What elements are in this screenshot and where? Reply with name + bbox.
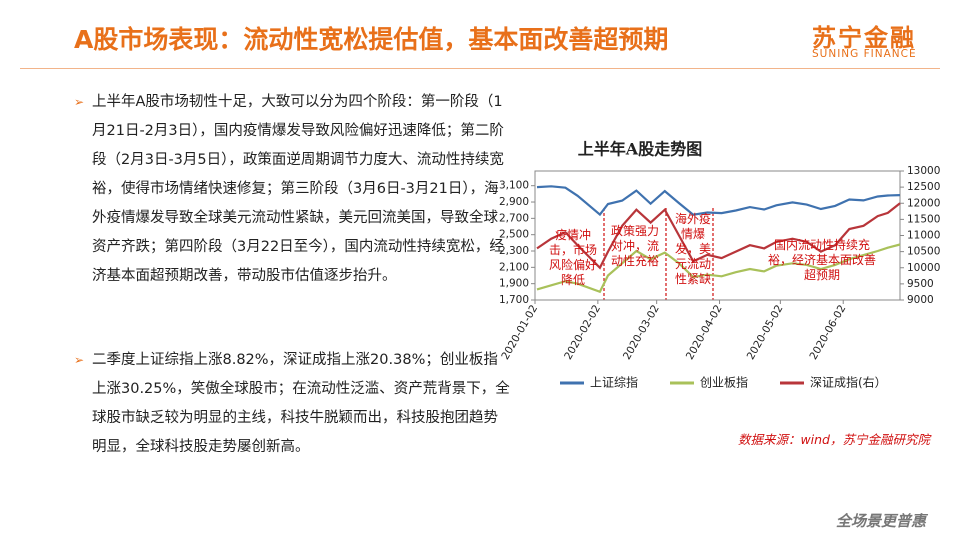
annotation: 政策强力对冲，流动性充裕: [610, 224, 659, 268]
x-tick-label: 2020-01-02: [499, 303, 540, 362]
bullet: 二季度上证综指上涨8.82%，深证成指上涨20.38%；创业板指上涨30.25%…: [74, 346, 512, 462]
legend-label: 创业板指: [700, 375, 748, 390]
legend-label: 上证综指: [590, 375, 638, 390]
slide-title: A股市场表现：流动性宽松提估值，基本面改善超预期: [74, 25, 669, 54]
source-note: 数据来源：wind，苏宁金融研究院: [737, 432, 930, 447]
x-tick-label: 2020-04-02: [684, 303, 725, 362]
y2-tick-label: 12000: [907, 197, 940, 209]
y2-tick-label: 9000: [907, 294, 934, 306]
y-tick-label: 2,900: [499, 196, 529, 208]
y2-tick-label: 10500: [907, 246, 940, 258]
series-line: [536, 185, 901, 217]
annotation: 疫情冲击，市场风险偏好降低: [548, 228, 597, 287]
y-tick-label: 1,900: [499, 278, 529, 290]
y2-tick-label: 11000: [907, 230, 940, 242]
x-tick-label: 2020-05-02: [745, 303, 786, 362]
x-tick-label: 2020-03-02: [621, 303, 662, 362]
y2-tick-label: 10000: [907, 262, 940, 274]
y-tick-label: 2,500: [499, 229, 529, 241]
y-tick-label: 1,700: [499, 294, 529, 306]
y2-tick-label: 12500: [907, 181, 940, 193]
y-tick-label: 3,100: [499, 180, 529, 192]
series-line: [536, 202, 901, 270]
title-rule: [20, 68, 940, 69]
annotation: 国内流动性持续充裕，经济基本面改善超预期: [768, 238, 877, 282]
annotation: 海外疫情爆发，美元流动性紧缺: [674, 212, 711, 286]
logo-subtitle: SUNING FINANCE: [812, 48, 917, 60]
chart-title: 上半年A股走势图: [578, 140, 702, 159]
logo: 苏宁金融: [812, 24, 916, 52]
bullet: 上半年A股市场韧性十足，大致可以分为四个阶段：第一阶段（1月21日-2月3日），…: [74, 88, 512, 291]
x-tick-label: 2020-02-02: [562, 303, 603, 362]
legend-label: 深证成指(右）: [810, 375, 887, 390]
slogan: 全场景更普惠: [835, 512, 926, 530]
y-tick-label: 2,700: [499, 212, 529, 224]
y2-tick-label: 11500: [907, 213, 940, 225]
chart: 上半年A股走势图 1,700 1,900 2,100 2,300 2,500 2,700 2…: [499, 140, 940, 390]
x-tick-label: 2020-06-02: [808, 303, 849, 362]
series-line: [536, 243, 901, 294]
y2-tick-label: 9500: [907, 278, 934, 290]
y-tick-label: 2,300: [499, 245, 529, 257]
y2-tick-label: 13000: [907, 165, 940, 177]
y-tick-label: 2,100: [499, 261, 529, 273]
